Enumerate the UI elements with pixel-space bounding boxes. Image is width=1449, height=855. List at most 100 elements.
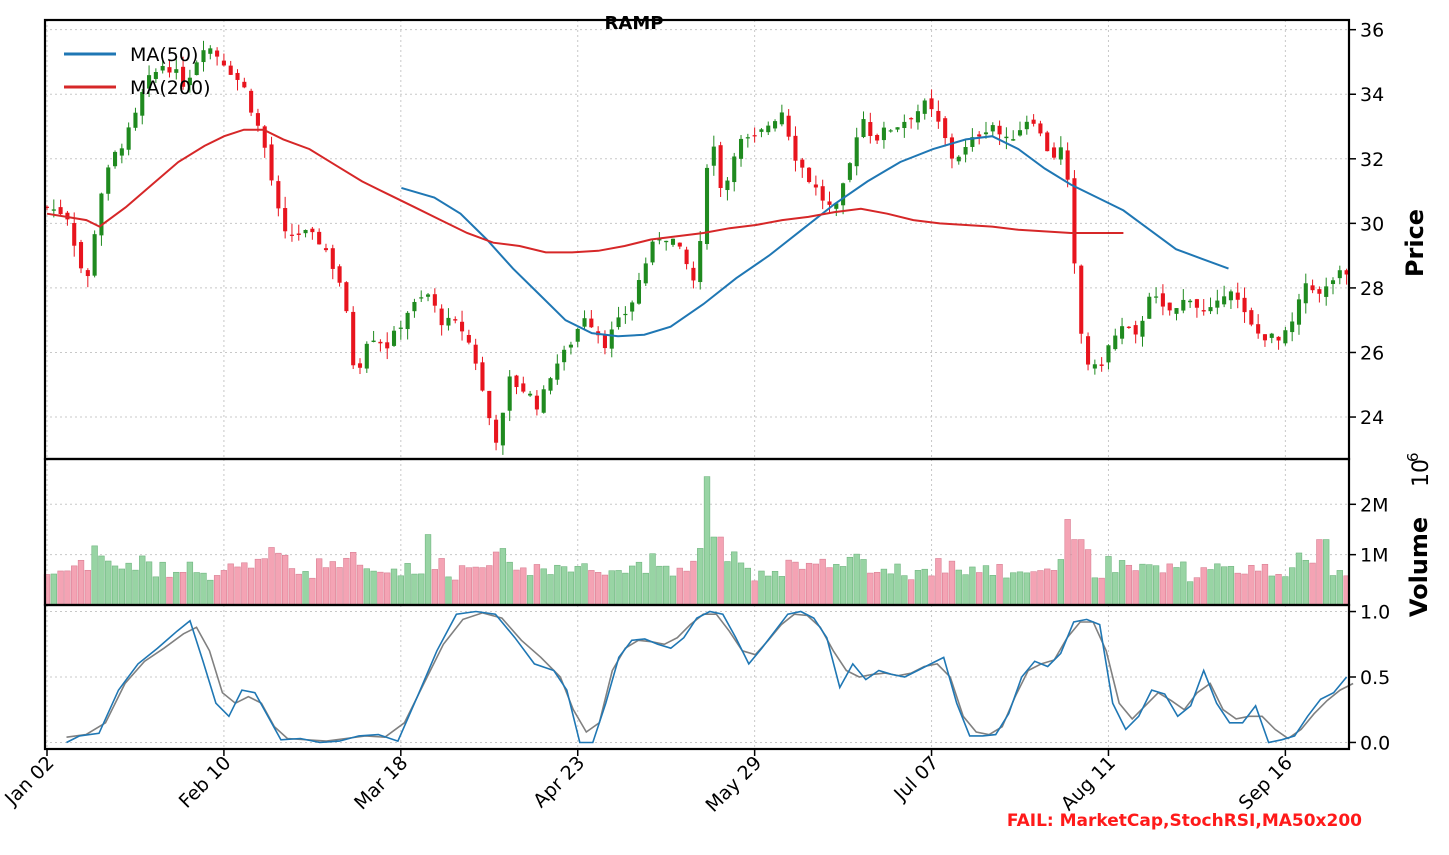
candle-body-133 xyxy=(949,137,955,159)
candle-body-83 xyxy=(609,329,614,349)
xtick-label-7: Sep 16 xyxy=(1235,752,1297,814)
candle-body-150 xyxy=(1065,150,1070,180)
price-ytick-label-6: 36 xyxy=(1360,20,1384,42)
volume-bar-162 xyxy=(1146,564,1153,606)
volume-bar-43 xyxy=(336,567,343,606)
volume-bar-3 xyxy=(64,570,71,606)
candle-body-126 xyxy=(902,121,907,129)
candle-body-30 xyxy=(249,90,254,113)
volume-bar-121 xyxy=(867,572,874,606)
candle-body-125 xyxy=(895,127,900,130)
volume-bar-39 xyxy=(309,577,316,606)
candle-body-116 xyxy=(834,203,839,209)
volume-bar-75 xyxy=(554,564,561,606)
volume-bar-123 xyxy=(880,568,888,606)
candle-body-123 xyxy=(881,127,886,141)
volume-bar-87 xyxy=(635,561,643,606)
volume-bar-177 xyxy=(1248,565,1255,606)
volume-bar-160 xyxy=(1132,570,1139,606)
candle-body-118 xyxy=(847,163,852,180)
candle-body-109 xyxy=(786,115,791,137)
volume-bar-7 xyxy=(91,545,98,606)
xtick-label-2: Mar 18 xyxy=(350,752,412,814)
volume-bar-185 xyxy=(1302,559,1309,606)
xtick-label-5: Jul 07 xyxy=(889,752,943,806)
candle-body-27 xyxy=(228,65,233,75)
volume-bar-164 xyxy=(1159,572,1167,606)
volume-bar-130 xyxy=(928,575,935,606)
volume-bar-44 xyxy=(343,557,350,606)
candle-body-26 xyxy=(221,60,226,66)
volume-bar-179 xyxy=(1261,563,1269,606)
candle-body-144 xyxy=(1024,121,1029,130)
price-ytick-label-3: 30 xyxy=(1360,213,1384,235)
volume-bar-128 xyxy=(914,570,922,606)
volume-bar-132 xyxy=(942,572,949,606)
candle-body-159 xyxy=(1126,326,1131,328)
volume-bar-186 xyxy=(1309,562,1316,606)
volume-bar-92 xyxy=(669,575,677,606)
candle-body-152 xyxy=(1079,265,1084,334)
volume-bar-175 xyxy=(1234,572,1241,606)
candle-body-71 xyxy=(528,393,533,396)
volume-bar-25 xyxy=(213,575,221,606)
volume-bar-124 xyxy=(887,573,894,606)
candle-body-1 xyxy=(51,209,56,211)
candle-body-22 xyxy=(194,62,199,76)
candle-body-171 xyxy=(1208,307,1213,312)
candle-body-112 xyxy=(807,167,812,183)
candle-body-2 xyxy=(58,207,63,215)
candle-body-43 xyxy=(337,266,342,283)
volume-bar-125 xyxy=(894,563,901,606)
candle-body-128 xyxy=(915,111,920,123)
candlesticks xyxy=(44,40,1349,455)
volume-bar-28 xyxy=(234,566,241,606)
volume-bar-131 xyxy=(935,558,942,606)
volume-axis-title: Volume xyxy=(1405,517,1433,617)
xtick-label-0: Jan 02 xyxy=(0,752,58,810)
candle-body-39 xyxy=(310,228,315,233)
candle-body-11 xyxy=(119,148,124,156)
volume-bar-85 xyxy=(622,572,629,606)
volume-bar-174 xyxy=(1227,566,1235,606)
volume-bar-9 xyxy=(105,560,112,606)
candle-body-28 xyxy=(235,72,240,80)
volume-bar-182 xyxy=(1282,576,1289,606)
volume-bar-116 xyxy=(833,564,840,606)
volume-bar-107 xyxy=(771,570,779,606)
candle-body-108 xyxy=(779,112,784,125)
volume-bar-148 xyxy=(1050,570,1058,606)
candle-body-137 xyxy=(977,134,982,137)
volume-bar-113 xyxy=(812,563,820,606)
candle-body-69 xyxy=(514,375,519,388)
candle-body-25 xyxy=(215,50,220,57)
candle-body-79 xyxy=(582,318,587,327)
candle-body-68 xyxy=(507,376,512,411)
candle-body-13 xyxy=(133,112,138,128)
volume-bar-142 xyxy=(1010,572,1017,606)
volume-bar-144 xyxy=(1023,572,1030,606)
volume-bar-48 xyxy=(370,570,377,606)
candle-body-9 xyxy=(106,167,111,194)
volume-bar-79 xyxy=(581,563,588,606)
volume-bar-180 xyxy=(1268,575,1275,606)
candle-body-87 xyxy=(636,280,642,304)
volume-bar-91 xyxy=(663,565,670,606)
candle-body-183 xyxy=(1290,321,1295,333)
volume-bar-52 xyxy=(397,575,404,606)
volume-bar-109 xyxy=(785,559,792,606)
candle-body-158 xyxy=(1120,326,1125,339)
candle-body-122 xyxy=(875,135,880,141)
candle-body-187 xyxy=(1317,289,1322,294)
candle-body-77 xyxy=(568,344,573,348)
volume-bar-93 xyxy=(676,567,683,606)
volume-bar-6 xyxy=(84,569,91,606)
candle-body-78 xyxy=(575,328,580,342)
candle-body-100 xyxy=(725,180,730,191)
candle-body-173 xyxy=(1222,296,1227,305)
price-ytick-label-2: 28 xyxy=(1360,278,1384,300)
candle-body-177 xyxy=(1249,310,1254,325)
candle-body-95 xyxy=(691,267,696,281)
volume-bar-115 xyxy=(826,567,833,606)
